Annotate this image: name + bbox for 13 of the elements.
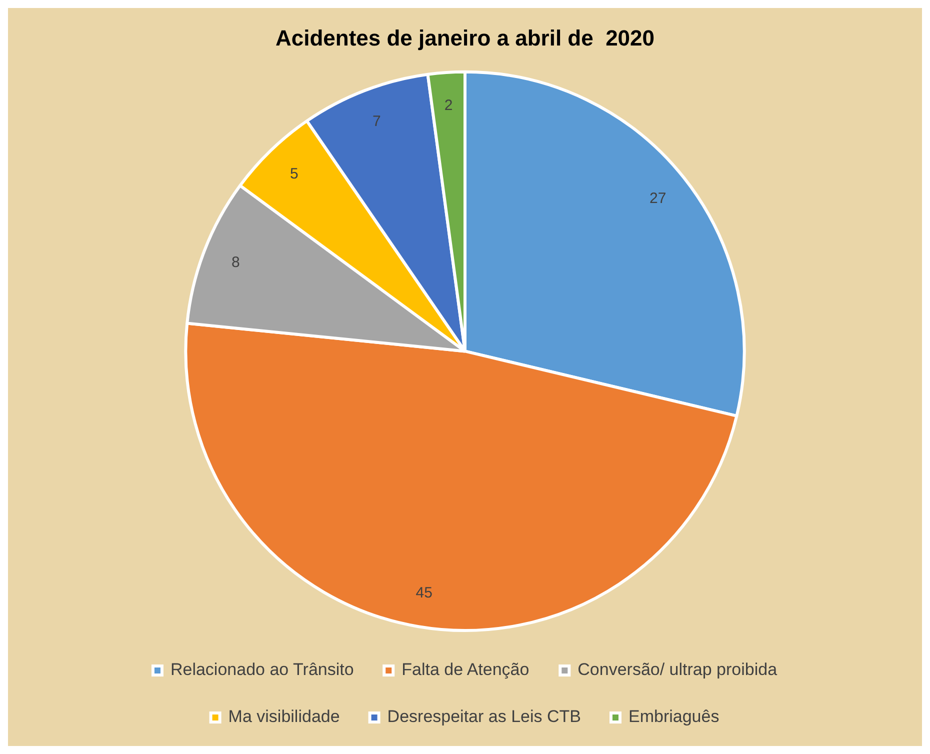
- legend-label: Ma visibilidade: [228, 707, 340, 726]
- legend-label: Falta de Atenção: [402, 660, 530, 680]
- legend-label: Desrespeitar as Leis CTB: [387, 707, 581, 726]
- legend-label: Relacionado ao Trânsito: [170, 660, 354, 680]
- data-label: 2: [444, 97, 453, 114]
- data-label: 7: [372, 112, 381, 130]
- data-label: 8: [231, 254, 240, 272]
- chart-title: Acidentes de janeiro a abril de 2020: [275, 25, 655, 50]
- legend-label: Conversão/ ultrap proibida: [578, 660, 778, 680]
- data-label: 27: [650, 190, 666, 208]
- data-label: 45: [416, 584, 432, 602]
- legend-label: Embriaguês: [628, 707, 720, 726]
- data-label: 5: [290, 166, 298, 183]
